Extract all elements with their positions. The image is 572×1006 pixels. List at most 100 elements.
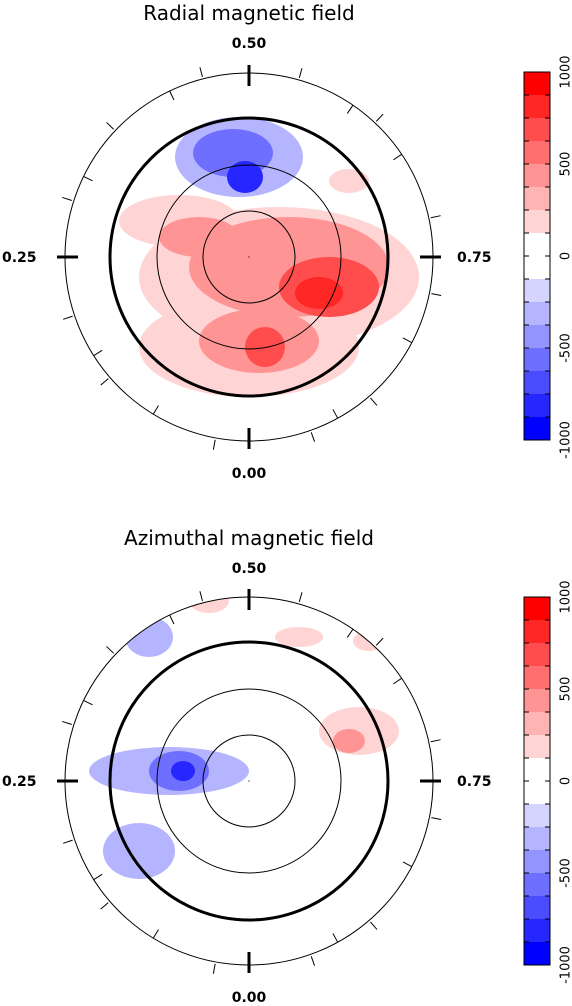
- phase-label-bottom: 0.00: [232, 466, 267, 482]
- phase-tick-minor: [310, 956, 316, 966]
- colorbar-tick-label: -1000: [559, 421, 572, 459]
- colorbar-swatch: [524, 735, 550, 759]
- colorbar: 1000 500 0 -500 -1000: [523, 55, 572, 459]
- phase-tick-minor: [393, 677, 402, 685]
- phase-tick-minor: [375, 637, 384, 646]
- colorbar-swatch: [524, 942, 550, 966]
- colorbar-swatch: [524, 302, 550, 326]
- phase-label-left: 0.25: [2, 250, 37, 266]
- colorbar-swatch: [524, 233, 550, 257]
- colorbar-swatch: [524, 371, 550, 395]
- colorbar-swatch: [524, 620, 550, 644]
- field-patch: [275, 627, 323, 647]
- phase-tick-minor: [430, 215, 441, 219]
- field-map: [89, 597, 399, 879]
- pole-mark: [248, 780, 250, 782]
- colorbar-swatch: [524, 325, 550, 349]
- field-patch: [245, 327, 285, 367]
- colorbar-tick-label: -500: [559, 858, 572, 888]
- phase-tick-minor: [62, 720, 72, 725]
- pole-mark: [248, 256, 250, 258]
- phase-tick-minor: [212, 439, 216, 450]
- chart-title: Azimuthal magnetic field: [124, 526, 374, 550]
- colorbar-swatch: [524, 643, 550, 667]
- colorbar-swatch: [524, 873, 550, 897]
- colorbar-swatch: [524, 210, 550, 234]
- phase-tick-minor: [332, 409, 339, 419]
- phase-tick-minor: [169, 614, 175, 625]
- phase-tick-minor: [199, 591, 203, 602]
- colorbar-swatch: [524, 850, 550, 874]
- phase-tick-minor: [402, 861, 413, 868]
- phase-tick-minor: [93, 873, 103, 881]
- colorbar-tick-label: 1000: [559, 580, 572, 613]
- phase-tick-minor: [152, 405, 159, 415]
- phase-tick-minor: [346, 104, 354, 114]
- phase-tick-minor: [370, 397, 378, 406]
- colorbar-tick-label: 500: [559, 152, 572, 177]
- colorbar-swatch: [524, 804, 550, 828]
- phase-tick-minor: [106, 646, 115, 654]
- phase-label-top: 0.50: [232, 561, 267, 577]
- colorbar-swatch: [524, 256, 550, 280]
- colorbar-swatch: [524, 95, 550, 119]
- phase-tick-minor: [346, 628, 354, 638]
- equator-circle: [108, 116, 390, 398]
- colorbar-swatch: [524, 118, 550, 142]
- field-map: [119, 117, 419, 397]
- colorbar-swatch: [524, 141, 550, 165]
- phase-tick-minor: [298, 592, 303, 603]
- colorbar-swatch: [524, 758, 550, 782]
- field-patch: [329, 169, 369, 193]
- phase-tick-minor: [106, 122, 115, 130]
- phase-tick-minor: [93, 349, 103, 357]
- phase-tick-minor: [100, 378, 109, 386]
- colorbar-swatch: [524, 712, 550, 736]
- phase-tick-minor: [298, 68, 303, 79]
- colorbar-swatch: [524, 417, 550, 441]
- phase-label-right: 0.75: [457, 774, 492, 790]
- field-patch: [171, 761, 195, 781]
- phase-label-right: 0.75: [457, 250, 492, 266]
- phase-tick-minor: [63, 315, 73, 320]
- phase-tick-minor: [83, 175, 93, 182]
- colorbar-tick-label: 500: [559, 677, 572, 702]
- phase-tick-minor: [431, 817, 442, 821]
- colorbar-swatch: [524, 187, 550, 211]
- phase-tick-minor: [100, 902, 109, 910]
- latitude-circle: [202, 734, 296, 828]
- latitude-circle: [156, 688, 342, 874]
- phase-tick-minor: [63, 839, 73, 844]
- field-patch: [227, 161, 263, 193]
- phase-tick-minor: [83, 699, 93, 706]
- phase-tick-minor: [332, 933, 339, 943]
- latitude-circle: [156, 164, 342, 350]
- phase-tick-minor: [431, 293, 442, 297]
- colorbar-swatch: [524, 781, 550, 805]
- colorbar-tick-label: 0: [559, 252, 572, 260]
- colorbar-swatch: [524, 919, 550, 943]
- phase-tick-minor: [430, 739, 441, 743]
- phase-tick-minor: [152, 929, 159, 939]
- colorbar-swatch: [524, 348, 550, 372]
- colorbar-swatch: [524, 896, 550, 920]
- panel-azimuthal: Azimuthal magnetic field 0.50 0.00 0.25 0.75…: [2, 526, 572, 1006]
- field-patch: [125, 617, 173, 657]
- colorbar-tick-label: 1000: [559, 55, 572, 88]
- phase-tick-minor: [212, 963, 216, 974]
- phase-tick-minor: [375, 113, 384, 122]
- colorbar: 1000 500 0 -500 -1000: [523, 580, 572, 984]
- phase-tick-minor: [310, 432, 316, 442]
- phase-tick-minor: [199, 67, 203, 78]
- colorbar-swatch: [524, 72, 550, 96]
- colorbar-tick-label: -500: [559, 333, 572, 363]
- field-patch: [103, 823, 175, 879]
- panel-radial: Radial magnetic field 0.50 0.00 0.25 0.75 100…: [2, 1, 572, 482]
- colorbar-swatch: [524, 827, 550, 851]
- colorbar-tick-label: -1000: [559, 946, 572, 984]
- colorbar-swatch: [524, 597, 550, 621]
- phase-tick-minor: [370, 921, 378, 930]
- equator-circle: [108, 640, 390, 922]
- colorbar-tick-label: 0: [559, 777, 572, 785]
